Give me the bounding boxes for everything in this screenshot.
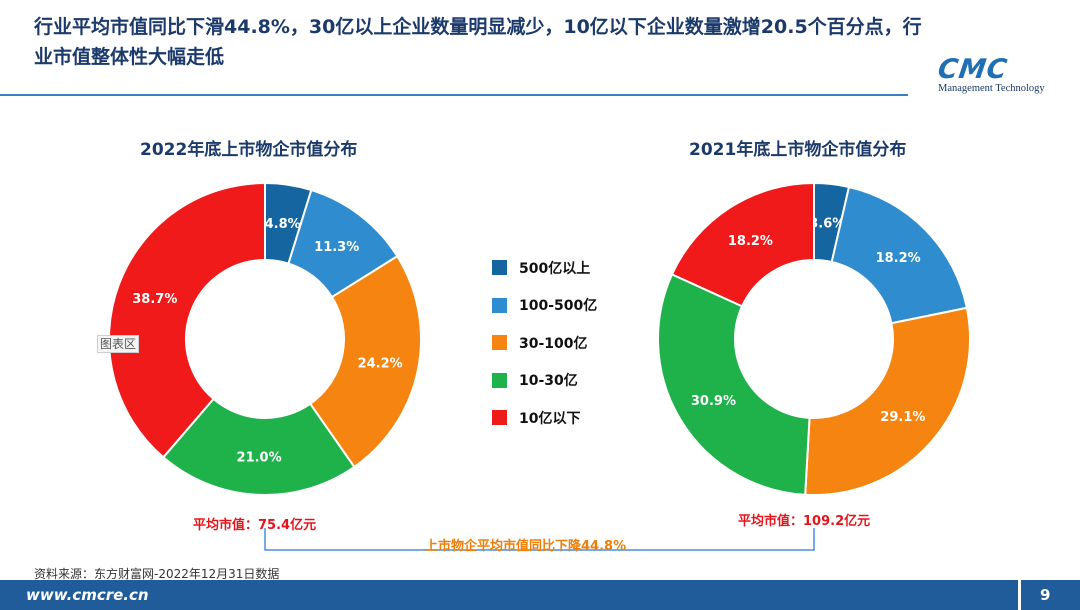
slice-label: 29.1% — [880, 410, 925, 425]
donut-slice — [830, 185, 969, 325]
legend-swatch — [492, 297, 507, 313]
comparison-bracket — [264, 528, 815, 551]
cmc-logo: CMC Management Technology — [936, 54, 1058, 94]
slice-label: 4.8% — [265, 217, 301, 232]
slice-label: 18.2% — [728, 234, 773, 249]
footer-url[interactable]: www.cmcre.cn — [26, 586, 149, 604]
donut-slice — [670, 181, 815, 308]
slice-label: 30.9% — [691, 394, 736, 409]
slice-label: 24.2% — [358, 356, 403, 371]
footer-divider — [1018, 580, 1021, 610]
legend-item: 10亿以下 — [492, 408, 597, 427]
chart-title-2021: 2021年底上市物企市值分布 — [689, 140, 907, 160]
legend-label: 10亿以下 — [519, 410, 581, 427]
legend-swatch — [492, 335, 507, 350]
legend-swatch — [492, 372, 507, 388]
logo-subtitle: Management Technology — [938, 83, 1045, 94]
donut-slice — [804, 306, 971, 496]
legend-swatch — [492, 260, 507, 275]
slice-label: 21.0% — [237, 450, 282, 465]
legend-label: 500亿以上 — [519, 260, 591, 277]
legend-item: 100-500亿 — [492, 296, 597, 315]
page-number: 9 — [1040, 586, 1051, 604]
donut-2022: 4.8% 11.3% 24.2% 21.0% 38.7% — [108, 181, 422, 496]
legend-item: 30-100亿 — [492, 333, 597, 352]
donut-slice — [108, 181, 266, 459]
donut-slice — [308, 254, 422, 469]
chart-title-2022: 2022年底上市物企市值分布 — [140, 140, 358, 160]
donut-2021: 3.6% 18.2% 29.1% 30.9% 18.2% — [657, 181, 971, 496]
donut-slice — [657, 273, 811, 496]
legend-label: 100-500亿 — [519, 298, 598, 314]
legend-item: 10-30亿 — [492, 371, 597, 390]
legend-label: 30-100亿 — [519, 335, 588, 352]
donut-slice — [161, 397, 356, 496]
title-divider — [0, 94, 908, 96]
slice-label: 3.6% — [809, 216, 845, 231]
average-value-2022: 平均市值：75.4亿元 — [193, 518, 317, 533]
data-source: 资料来源：东方财富网-2022年12月31日数据 — [34, 567, 280, 581]
legend: 500亿以上 100-500亿 30-100亿 10-30亿 10亿以下 — [492, 258, 597, 446]
slide-title: 行业平均市值同比下滑44.8%，30亿以上企业数量明显减少，10亿以下企业数量激… — [34, 16, 922, 68]
chart-area-tag: 图表区 — [97, 335, 140, 353]
average-value-2021: 平均市值：109.2亿元 — [738, 514, 871, 529]
slice-label: 38.7% — [132, 292, 177, 307]
legend-swatch — [492, 410, 507, 425]
comparison-label: 上市物企平均市值同比下降44.8% — [425, 539, 627, 554]
footer-bar: www.cmcre.cn 9 — [0, 580, 1080, 610]
slice-label: 11.3% — [314, 240, 359, 255]
slice-label: 18.2% — [876, 251, 921, 266]
legend-label: 10-30亿 — [519, 373, 578, 389]
legend-item: 500亿以上 — [492, 258, 597, 277]
